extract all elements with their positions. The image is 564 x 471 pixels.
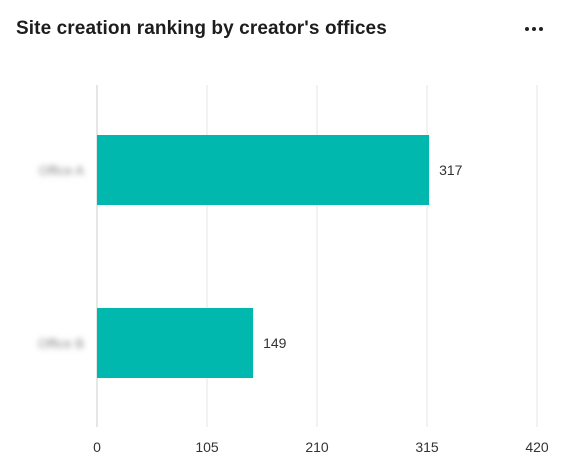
category-label: Office B: [38, 336, 84, 351]
chart-title: Site creation ranking by creator's offic…: [16, 18, 387, 39]
data-label: 149: [263, 335, 287, 351]
category-label: Office A: [39, 163, 85, 178]
more-horizontal-icon: [525, 27, 543, 31]
data-label: 317: [439, 162, 463, 178]
category-labels: Office A Office B: [38, 163, 84, 351]
x-tick-label: 210: [305, 439, 329, 455]
bar[interactable]: [97, 135, 430, 205]
data-labels: 317 149: [263, 162, 463, 351]
more-options-button[interactable]: [518, 14, 550, 44]
x-tick-label: 0: [93, 439, 101, 455]
bar[interactable]: [97, 308, 254, 378]
bars: [97, 135, 430, 378]
x-tick-label: 420: [525, 439, 549, 455]
x-axis-ticks: 0 105 210 315 420: [93, 439, 549, 455]
x-tick-label: 315: [415, 439, 439, 455]
x-tick-label: 105: [195, 439, 219, 455]
